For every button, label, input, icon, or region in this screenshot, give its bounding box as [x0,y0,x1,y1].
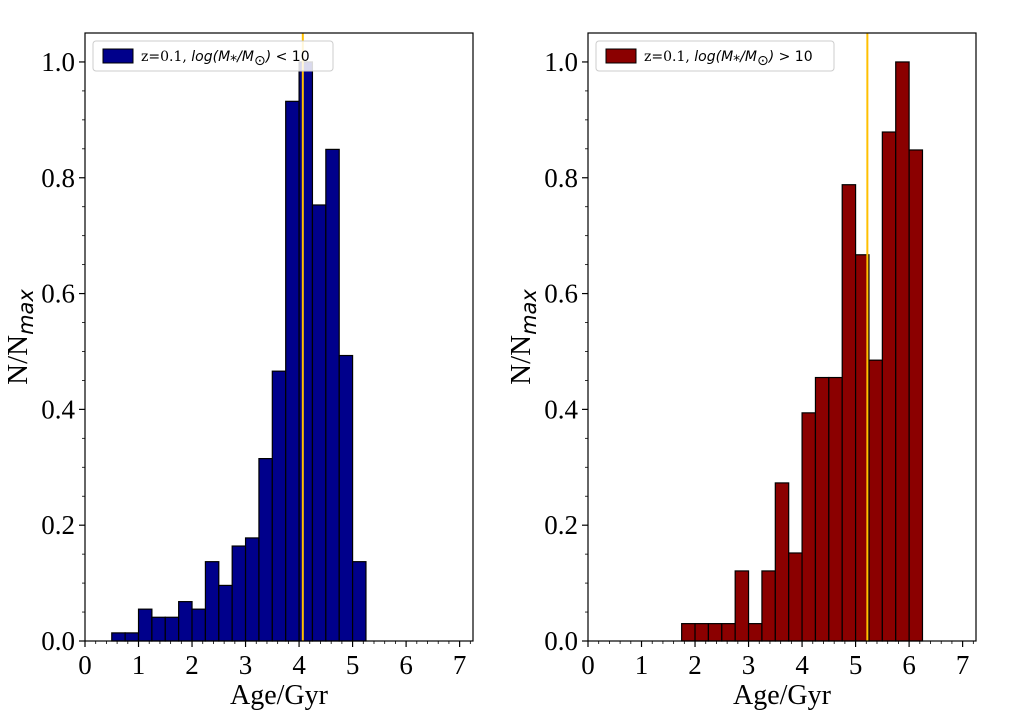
bar [774,482,790,642]
bar [694,623,710,642]
x-tick-label: 5 [849,650,863,680]
x-tick-label: 1 [132,650,146,680]
legend-math: log(M [191,49,230,65]
legend-box [92,40,334,72]
bar [908,149,924,642]
bar [271,370,287,642]
legend-prefix: z=0.1, [644,49,694,65]
y-axis-label: N/Nmax [505,289,541,385]
bar [868,359,883,642]
bar [338,354,354,642]
y-axis-label: N/Nmax [2,289,38,385]
bar [137,608,153,642]
bar [721,623,736,642]
bar [801,412,817,642]
legend-math: /M [738,49,757,65]
y-tick-label: 0.4 [41,394,75,424]
x-tick-label: 7 [956,650,970,680]
bar [881,131,897,642]
bar [325,148,340,642]
legend-subscript: ⊙ [757,53,769,69]
bar [204,561,220,642]
legend-label: z=0.1, log(M*/M⊙) < 10 [141,49,310,69]
bar [351,561,367,642]
legend-box [595,40,835,72]
x-tick-label: 6 [399,650,413,680]
bar [681,623,696,642]
bar [191,608,207,642]
y-tick-label: 0.6 [544,279,578,309]
y-tick-label: 1.0 [544,47,578,77]
bar [285,100,300,642]
x-axis-label: Age/Gyr [733,680,832,711]
x-tick-label: 4 [795,650,809,680]
y-tick-label: 0.8 [544,163,578,193]
bar [788,552,803,642]
y-tick-label: 0.2 [41,510,75,540]
bar [164,616,180,642]
panel-left: 0 1 2 3 4 5 6 7 0.0 0.2 0.4 0.6 0.8 1.0 Age/Gyr N/Nmax z… [2,32,474,711]
bar [734,570,750,642]
legend-comparison: < 10 [271,49,309,65]
legend-swatch [605,48,637,64]
legend-math: log(M [694,49,733,65]
bar [761,570,776,642]
bar [707,623,723,642]
legend-prefix: z=0.1, [141,49,191,65]
x-tick-label: 4 [292,650,306,680]
y-tick-label: 0.6 [41,279,75,309]
legend-subscript: * [230,53,237,69]
legend-comparison: > 10 [774,49,812,65]
y-tick-label: 0.8 [41,163,75,193]
y-axis-label-main: N/N [505,335,537,385]
x-tick-label: 2 [688,650,702,680]
bar [841,184,857,642]
x-tick-label: 7 [453,650,467,680]
legend-math: ) [265,49,271,65]
axes-frame [587,32,977,642]
y-tick-label: 0.0 [544,626,578,656]
legend-label: z=0.1, log(M*/M⊙) > 10 [644,49,813,69]
bar [828,376,843,642]
bar [111,632,126,642]
x-tick-label: 6 [902,650,916,680]
x-tick-label: 3 [239,650,253,680]
bar [231,545,247,642]
y-tick-label: 0.4 [544,394,578,424]
y-axis-label-subscript: max [14,289,38,335]
y-axis-label-subscript: max [517,289,541,335]
y-tick-label: 0.0 [41,626,75,656]
legend-math: /M [235,49,254,65]
bar [895,61,910,642]
bar [178,601,193,642]
x-tick-label: 2 [185,650,199,680]
y-tick-label: 0.2 [544,510,578,540]
legend-swatch [102,48,134,64]
bar [151,616,166,642]
y-tick-label: 1.0 [41,47,75,77]
legend-math: ) [768,49,774,65]
x-tick-label: 0 [581,650,595,680]
panel-right: 0 1 2 3 4 5 6 7 0.0 0.2 0.4 0.6 0.8 1.0 Age/Gyr N/Nmax z… [505,32,977,711]
bar [124,632,140,642]
bar [258,458,273,642]
x-tick-label: 5 [346,650,360,680]
y-axis-label-main: N/N [2,335,34,385]
axes-frame [84,32,474,642]
x-axis-label: Age/Gyr [230,680,329,711]
bar [311,204,327,642]
x-tick-label: 3 [742,650,756,680]
x-tick-label: 1 [635,650,649,680]
bar [814,376,830,642]
legend-subscript: * [733,53,740,69]
bar [747,623,763,642]
bar [218,584,233,642]
bar [298,61,314,642]
x-tick-label: 0 [78,650,92,680]
bar [244,537,260,642]
legend-subscript: ⊙ [254,53,266,69]
